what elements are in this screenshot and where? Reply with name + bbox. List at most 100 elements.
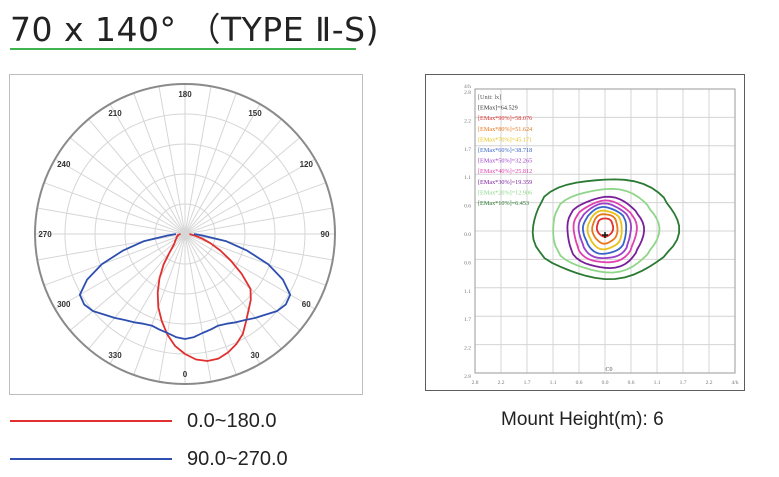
polar-spoke <box>69 233 186 331</box>
iso-y-tick: 0.0 <box>464 232 471 238</box>
mount-height-text: Mount Height(m): 6 <box>501 407 664 433</box>
polar-angle-label: 270 <box>38 230 52 239</box>
polar-spoke <box>54 233 186 310</box>
polar-spoke <box>37 207 186 235</box>
page-title: 70 x 140° （TYPE Ⅱ-S) <box>10 10 380 49</box>
polar-angle-label: 90 <box>321 230 330 239</box>
polar-spoke <box>43 233 186 286</box>
polar-angle-label: 0 <box>183 370 188 379</box>
iso-legend-line: [EMax*30%]=19.359 <box>478 179 532 186</box>
iso-contour <box>595 217 615 238</box>
polar-angle-label: 330 <box>108 351 122 360</box>
polar-spoke <box>158 233 186 382</box>
polar-spoke <box>69 137 186 235</box>
polar-spoke <box>184 233 316 310</box>
title-underline <box>10 48 356 50</box>
iso-y-tick: 0.6 <box>464 204 471 210</box>
iso-x-tick: 2.2 <box>706 380 713 386</box>
iso-x-tick: 0.0 <box>602 380 609 386</box>
polar-spoke <box>88 118 186 235</box>
iso-legend-line: [EMax*70%]=45.171 <box>478 136 532 143</box>
polar-spoke <box>184 137 301 235</box>
polar-spoke <box>109 103 186 235</box>
polar-spoke <box>133 92 186 235</box>
iso-contour <box>531 178 681 281</box>
polar-spoke <box>109 233 186 365</box>
polar-angle-label: 210 <box>108 109 122 118</box>
iso-y-tick: 4/h <box>464 84 471 90</box>
polar-spoke <box>184 182 327 235</box>
polar-spoke <box>133 233 186 376</box>
polar-angle-label: 300 <box>57 300 71 309</box>
polar-angle-label: 240 <box>57 160 71 169</box>
polar-spoke <box>184 92 237 235</box>
polar-angle-label: 150 <box>248 109 262 118</box>
iso-legend-line: [EMax*50%]=32.265 <box>478 158 532 165</box>
iso-legend-line: [EMax*60%]=38.718 <box>478 147 532 154</box>
iso-x-tick: 1.1 <box>550 380 557 386</box>
iso-y-tick: 1.7 <box>464 317 471 323</box>
iso-legend-line: [EMax]=64.529 <box>478 105 518 112</box>
iso-contour <box>566 195 646 270</box>
iso-x-tick: 2.8 <box>472 380 479 386</box>
iso-x-tick: 4/h <box>731 380 738 386</box>
iso-legend-line: [EMax*80%]=51.624 <box>478 126 532 133</box>
iso-y-tick: 2.8 <box>464 90 471 96</box>
polar-spoke <box>184 233 237 376</box>
polar-spoke <box>54 158 186 235</box>
legend-swatch-red <box>10 420 172 422</box>
iso-x-tick: 0.6 <box>628 380 635 386</box>
polar-spoke <box>184 233 333 261</box>
polar-spoke <box>184 233 282 350</box>
iso-y-tick: 1.1 <box>464 289 471 295</box>
polar-angle-label: 30 <box>251 351 260 360</box>
polar-outer-ring <box>34 83 336 385</box>
polar-series-curve <box>156 233 252 362</box>
polar-spoke <box>184 86 212 235</box>
isolux-chart-panel: [Unit: lx] [EMax]=64.529 [EMax*90%]=58.076… <box>425 74 745 391</box>
iso-legend-line: [EMax*10%]=6.453 <box>478 200 529 207</box>
legend-swatch-blue <box>10 458 172 460</box>
iso-contour <box>586 209 623 251</box>
iso-contour <box>552 187 661 274</box>
iso-y-tick: 2.2 <box>464 346 471 352</box>
polar-spoke <box>184 158 316 235</box>
iso-contour <box>577 202 633 260</box>
polar-spoke <box>184 233 301 331</box>
iso-x-axis-label: C0 <box>605 367 612 373</box>
polar-angle-label: 60 <box>302 300 311 309</box>
polar-spoke <box>184 118 282 235</box>
iso-contour <box>591 213 619 245</box>
iso-y-tick: 0.6 <box>464 260 471 266</box>
iso-y-tick: 2.8 <box>464 374 471 380</box>
polar-angle-label: 120 <box>300 160 314 169</box>
iso-x-tick: 1.7 <box>524 380 531 386</box>
polar-chart-panel: 180 150 120 90 60 30 0 330 300 270 240 210 <box>9 74 363 395</box>
polar-spoke <box>158 86 186 235</box>
mount-height-value: 6 <box>653 409 664 430</box>
iso-legend-line: [EMax*90%]=58.076 <box>478 115 532 122</box>
iso-plot-frame <box>474 88 736 374</box>
iso-x-tick: 1.1 <box>654 380 661 386</box>
polar-spoke <box>184 233 212 382</box>
polar-angle-label: 180 <box>178 90 192 99</box>
mount-height-label: Mount Height(m): <box>501 409 648 430</box>
iso-y-tick: 2.2 <box>464 118 471 124</box>
iso-legend-line: [Unit: lx] <box>478 94 501 101</box>
iso-legend-line: [EMax*20%]=12.906 <box>478 189 532 196</box>
isolux-chart: [Unit: lx] [EMax]=64.529 [EMax*90%]=58.076… <box>464 84 739 386</box>
legend-label: 0.0~180.0 <box>187 410 277 432</box>
iso-contour <box>581 206 628 255</box>
iso-x-tick: 0.6 <box>576 380 583 386</box>
iso-x-tick: 1.7 <box>680 380 687 386</box>
polar-spoke <box>37 233 186 261</box>
legend-label: 90.0~270.0 <box>187 448 288 470</box>
polar-spoke <box>184 103 261 235</box>
iso-legend-line: [EMax*40%]=25.812 <box>478 168 532 175</box>
polar-spoke <box>184 233 261 365</box>
polar-spoke <box>43 182 186 235</box>
polar-spoke <box>184 207 333 235</box>
polar-series-curve <box>78 233 292 340</box>
iso-y-tick: 1.7 <box>464 147 471 153</box>
